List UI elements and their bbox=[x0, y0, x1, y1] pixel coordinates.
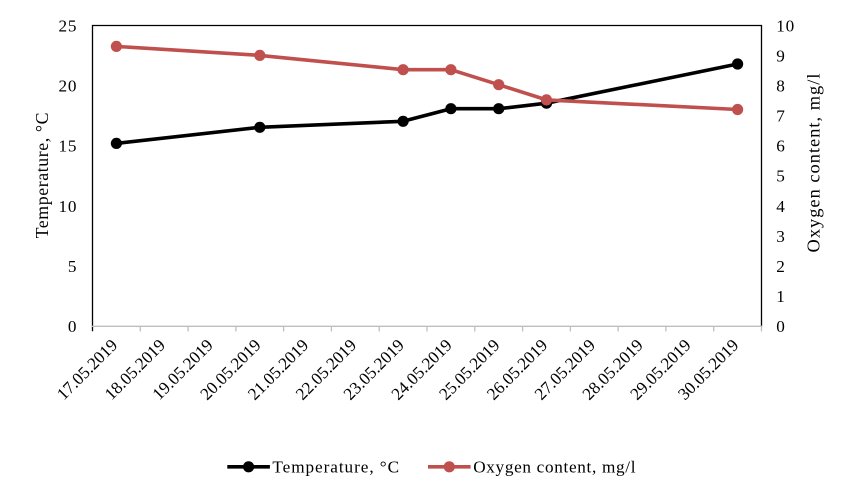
svg-text:15: 15 bbox=[59, 137, 78, 156]
svg-text:10: 10 bbox=[59, 197, 78, 216]
svg-text:2: 2 bbox=[776, 257, 785, 276]
svg-text:0: 0 bbox=[68, 317, 77, 336]
svg-text:25: 25 bbox=[59, 16, 78, 35]
svg-text:9: 9 bbox=[776, 46, 785, 65]
svg-text:6: 6 bbox=[776, 137, 785, 156]
svg-text:3: 3 bbox=[776, 227, 785, 246]
svg-text:Temperature, °C: Temperature, °C bbox=[272, 458, 400, 477]
svg-text:4: 4 bbox=[776, 197, 785, 216]
svg-text:7: 7 bbox=[776, 107, 785, 126]
svg-text:0: 0 bbox=[776, 317, 785, 336]
svg-text:Temperature, °C: Temperature, °C bbox=[32, 112, 52, 238]
svg-text:5: 5 bbox=[776, 167, 785, 186]
svg-text:Oxygen content, mg/l: Oxygen content, mg/l bbox=[473, 458, 636, 477]
svg-text:8: 8 bbox=[776, 77, 785, 96]
svg-text:1: 1 bbox=[776, 287, 785, 306]
svg-text:10: 10 bbox=[776, 16, 795, 35]
svg-text:5: 5 bbox=[68, 257, 77, 276]
svg-text:20: 20 bbox=[59, 77, 78, 96]
svg-text:Oxygen content, mg/l: Oxygen content, mg/l bbox=[804, 73, 824, 253]
